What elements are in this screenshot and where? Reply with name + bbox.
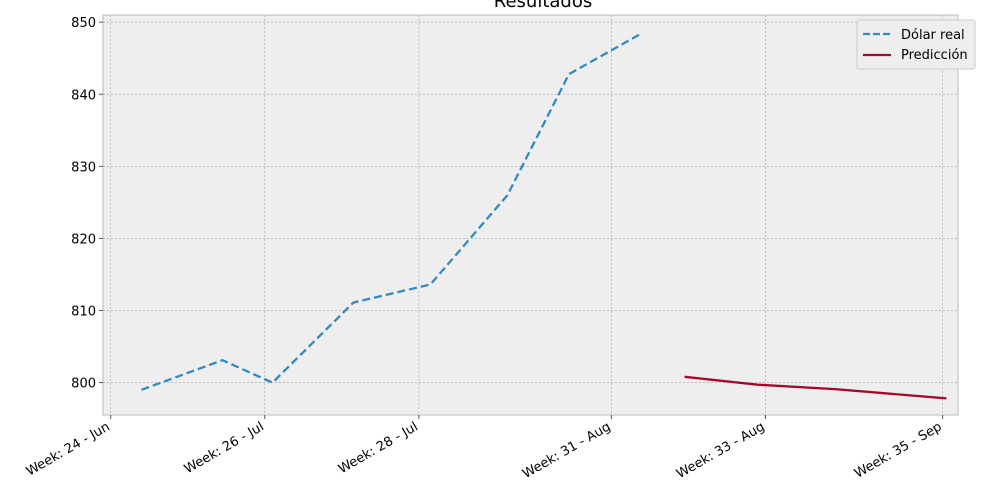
y-axis: 800 810 820 830 840 850 <box>71 16 103 392</box>
y-tick-label: 850 <box>71 16 96 31</box>
legend-label-prediccion: Predicción <box>901 48 968 63</box>
y-tick-label: 830 <box>71 160 96 175</box>
plot-area <box>102 14 959 416</box>
legend: Dólar real Predicción <box>856 19 976 70</box>
series-lines <box>141 31 947 400</box>
grid <box>103 15 958 415</box>
series-line-1 <box>684 375 947 400</box>
x-tick-label: Week: 35 - Sep <box>852 419 944 481</box>
x-tick-label: Week: 24 - Jun <box>24 419 113 479</box>
x-tick-label: Week: 26 - Jul <box>182 419 267 477</box>
series-line-0 <box>141 31 643 391</box>
y-tick-label: 820 <box>71 232 96 247</box>
chart-title: Resultados <box>494 0 592 12</box>
x-axis: Week: 24 - Jun Week: 26 - Jul Week: 28 - J… <box>24 415 945 482</box>
y-tick-label: 840 <box>71 88 96 103</box>
y-tick-label: 800 <box>71 377 96 392</box>
x-tick-label: Week: 28 - Jul <box>336 419 421 477</box>
legend-box <box>856 19 976 70</box>
x-tick-label: Week: 31 - Aug <box>520 419 613 481</box>
x-tick-label: Week: 33 - Aug <box>674 419 767 481</box>
legend-label-dolar-real: Dólar real <box>901 28 965 43</box>
y-tick-label: 810 <box>71 304 96 319</box>
